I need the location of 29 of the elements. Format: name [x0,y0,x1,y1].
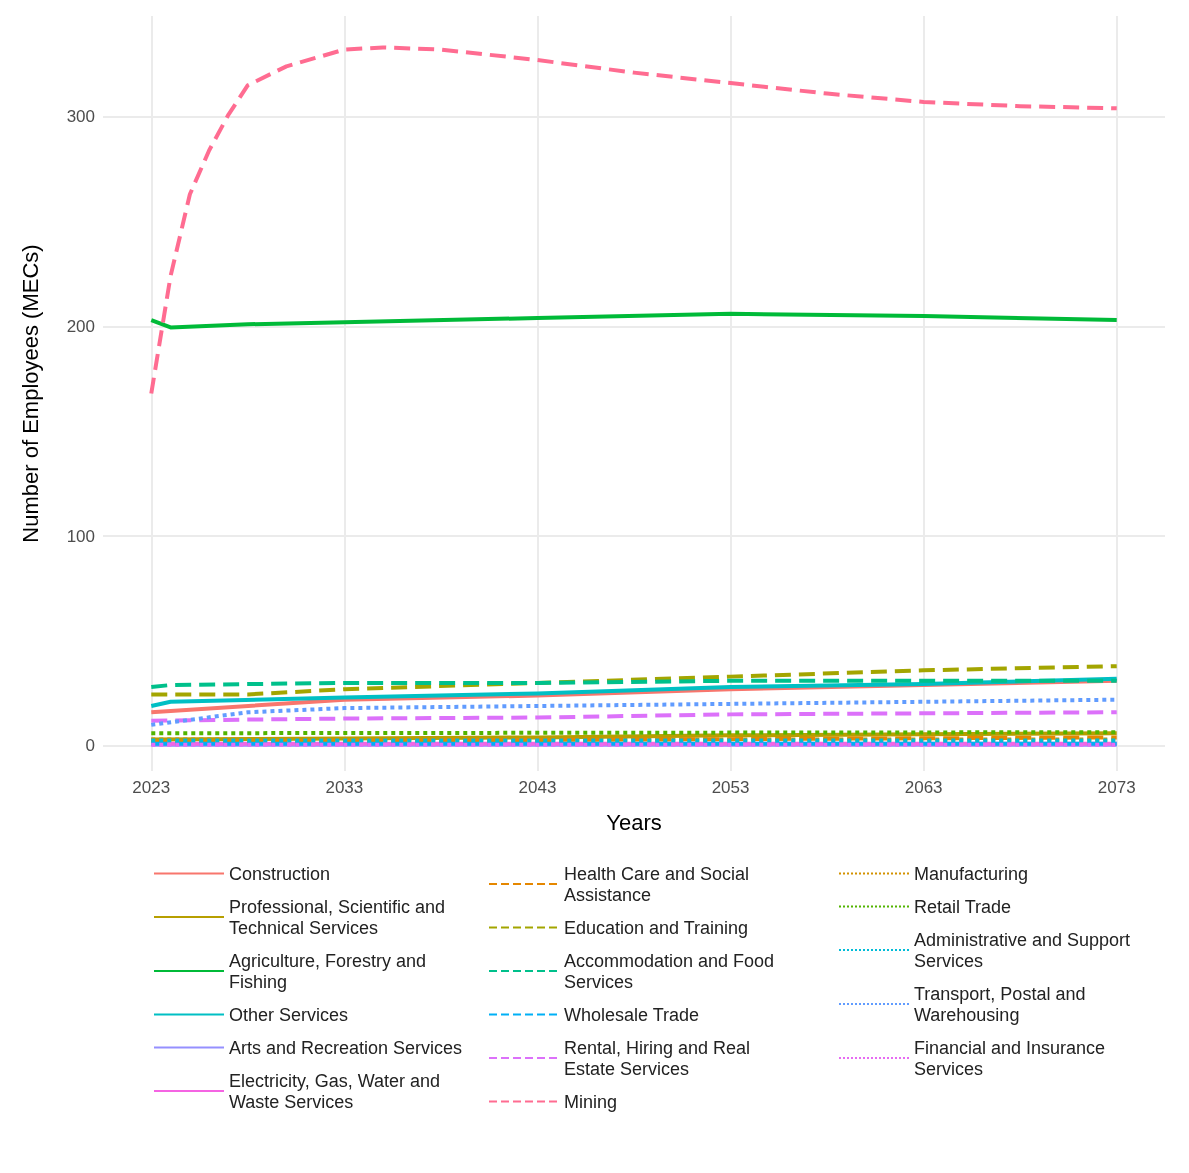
legend-label: Administrative and Support Services [914,929,1136,971]
x-axis-title: Years [606,809,662,835]
legend-label: Health Care and Social Assistance [564,863,755,905]
legend-label: Retail Trade [914,896,1012,917]
x-tick-label: 2043 [518,778,557,797]
y-tick-label: 100 [66,526,95,546]
x-tick-label: 2033 [325,778,364,797]
x-tick-label: 2073 [1097,778,1136,797]
legend-label: Education and Training [564,917,749,938]
legend-label: Electricity, Gas, Water and Waste Services [229,1070,446,1112]
y-tick-label: 300 [66,107,95,127]
legend-label: Other Services [229,1004,349,1025]
legend-label: Wholesale Trade [564,1004,700,1025]
x-tick-label: 2023 [132,778,171,797]
legend-label: Financial and Insurance Services [914,1037,1111,1079]
legend-label: Transport, Postal and Warehousing [914,983,1091,1025]
legend-label: Manufacturing [914,863,1029,884]
legend-label: Arts and Recreation Services [229,1037,463,1058]
y-axis-title: Number of Employees (MECs) [17,244,43,543]
legend-label: Construction [229,863,331,884]
y-tick-label: 0 [85,736,95,756]
x-tick-label: 2063 [904,778,943,797]
legend-label: Mining [564,1091,618,1112]
legend-label: Agriculture, Forestry and Fishing [229,950,432,992]
y-tick-label: 200 [66,316,95,336]
legend-label: Professional, Scientific and Technical Services [229,896,451,938]
legend-label: Accommodation and Food Services [564,950,780,992]
legend-label: Rental, Hiring and Real Estate Services [564,1037,756,1079]
x-tick-label: 2053 [711,778,750,797]
